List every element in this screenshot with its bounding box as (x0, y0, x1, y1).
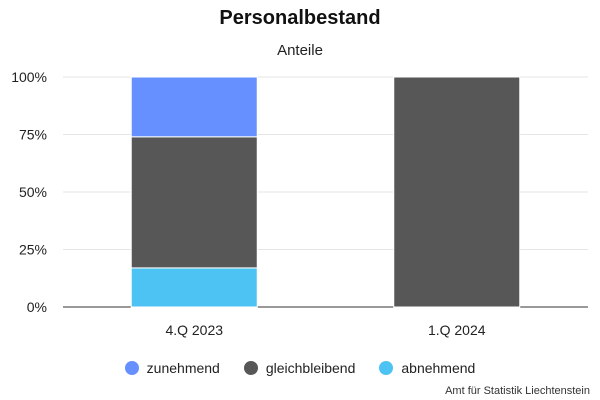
bar-segment-zunehmend (130, 76, 258, 138)
legend-item-gleichbleibend[interactable]: gleichbleibend (243, 360, 356, 376)
legend-item-zunehmend[interactable]: zunehmend (124, 360, 220, 376)
x-tick-label: 4.Q 2023 (165, 322, 223, 338)
legend-swatch (379, 361, 394, 375)
y-tick-label: 100% (11, 69, 47, 85)
bar-segment-gleichbleibend (393, 76, 521, 308)
y-tick-label: 0% (27, 299, 47, 315)
y-tick-label: 75% (19, 127, 47, 143)
legend-label: zunehmend (146, 360, 220, 376)
chart-title: Personalbestand (219, 7, 381, 29)
legend-label: abnehmend (401, 360, 476, 376)
y-tick-label: 25% (19, 242, 47, 258)
legend-label: gleichbleibend (265, 360, 356, 376)
x-tick-label: 1.Q 2024 (428, 322, 486, 338)
bar-segment-abnehmend (130, 267, 258, 308)
legend-swatch (124, 361, 139, 375)
bar-segment-gleichbleibend (130, 136, 258, 269)
legend: zunehmend gleichbleibend abnehmend (0, 360, 600, 376)
y-tick-label: 50% (19, 184, 47, 200)
legend-swatch (243, 361, 258, 375)
chart-subtitle: Anteile (277, 42, 323, 59)
credit-text: Amt für Statistik Liechtenstein (445, 385, 590, 397)
legend-item-abnehmend[interactable]: abnehmend (379, 360, 475, 376)
